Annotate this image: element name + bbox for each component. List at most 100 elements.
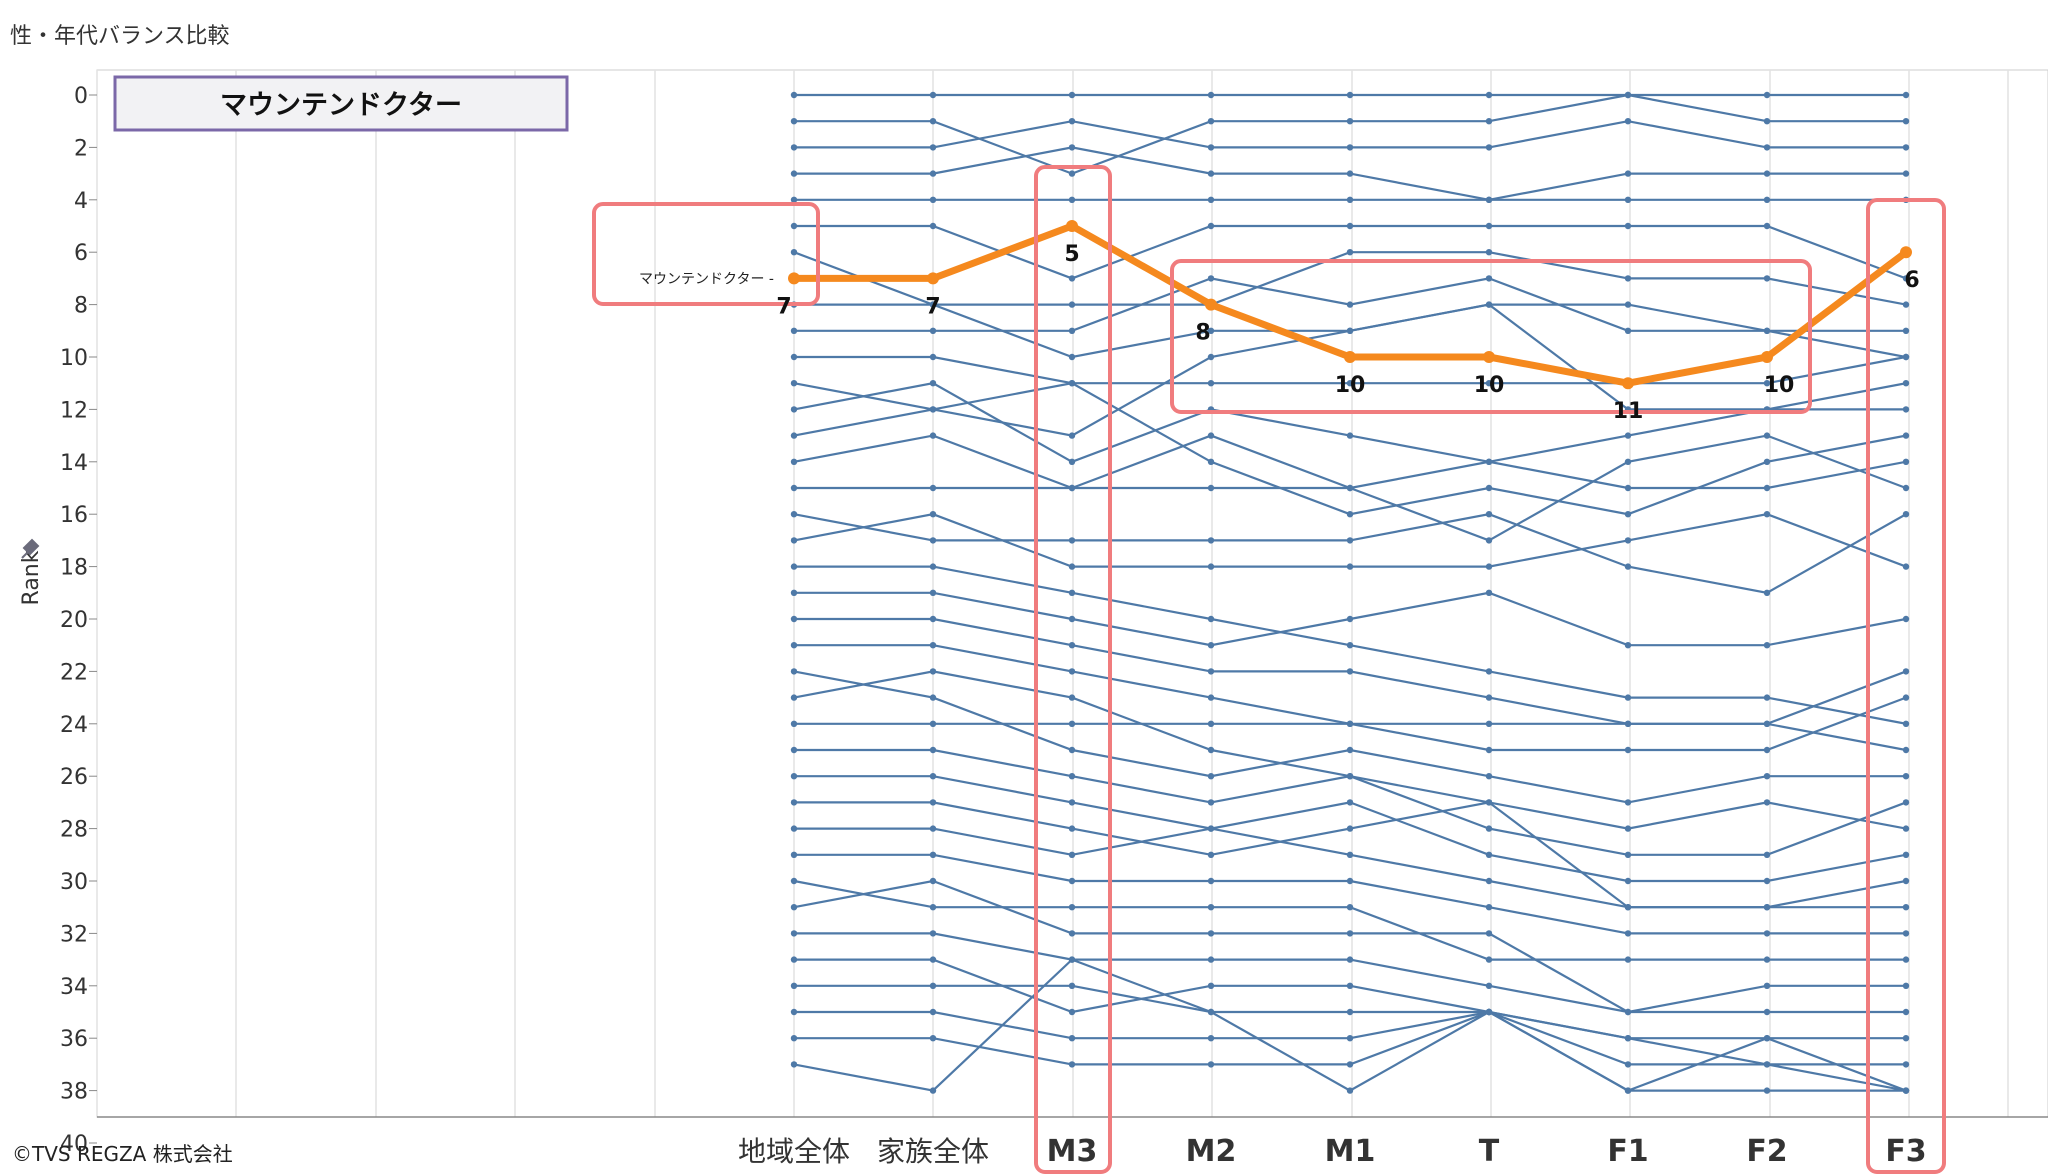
series-point[interactable] xyxy=(1624,170,1632,177)
series-point[interactable] xyxy=(1346,930,1354,937)
series-point[interactable] xyxy=(1068,799,1076,806)
series-point[interactable] xyxy=(1346,222,1354,230)
series-point[interactable] xyxy=(1346,982,1354,989)
series-point[interactable] xyxy=(1068,432,1076,439)
series-point[interactable] xyxy=(1624,825,1632,832)
highlight-point[interactable] xyxy=(1622,377,1634,390)
series-point[interactable] xyxy=(1485,1008,1493,1016)
series-point[interactable] xyxy=(1068,589,1076,596)
series-point[interactable] xyxy=(1763,694,1771,701)
series-point[interactable] xyxy=(790,982,798,989)
series-point[interactable] xyxy=(1624,877,1632,885)
series-point[interactable] xyxy=(929,432,937,439)
series-point[interactable] xyxy=(1624,484,1632,492)
series-point[interactable] xyxy=(790,773,798,780)
series-point[interactable] xyxy=(1346,773,1354,780)
series-point[interactable] xyxy=(1624,1061,1632,1068)
series-point[interactable] xyxy=(790,511,798,518)
series-point[interactable] xyxy=(790,746,798,754)
series-point[interactable] xyxy=(1902,563,1910,570)
series-point[interactable] xyxy=(1763,851,1771,858)
series-point[interactable] xyxy=(1068,1008,1076,1016)
series-point[interactable] xyxy=(1207,642,1215,649)
series-point[interactable] xyxy=(1207,904,1215,911)
series-point[interactable] xyxy=(1346,825,1354,832)
series-point[interactable] xyxy=(790,196,798,203)
series-point[interactable] xyxy=(1485,144,1493,151)
series-line[interactable] xyxy=(794,984,1906,1066)
series-line[interactable] xyxy=(794,1010,1907,1092)
highlight-point[interactable] xyxy=(927,272,939,285)
series-point[interactable] xyxy=(929,91,937,99)
series-line[interactable] xyxy=(793,879,1906,1014)
series-point[interactable] xyxy=(1207,615,1215,623)
series-point[interactable] xyxy=(929,773,937,780)
series-point[interactable] xyxy=(1485,746,1493,754)
series-point[interactable] xyxy=(1624,222,1632,230)
chart-title-box[interactable]: マウンテンドクター xyxy=(113,75,569,132)
series-point[interactable] xyxy=(1902,746,1910,754)
series-point[interactable] xyxy=(1763,432,1771,439)
series-line[interactable] xyxy=(794,93,1906,175)
series-point[interactable] xyxy=(1346,799,1354,806)
series-point[interactable] xyxy=(1068,668,1076,675)
series-point[interactable] xyxy=(1902,353,1910,361)
series-point[interactable] xyxy=(929,380,937,387)
series-point[interactable] xyxy=(1207,118,1215,125)
series-point[interactable] xyxy=(1068,353,1076,361)
series-point[interactable] xyxy=(1485,956,1493,963)
series-point[interactable] xyxy=(1207,746,1215,754)
series-point[interactable] xyxy=(1346,249,1354,256)
series-line[interactable] xyxy=(793,879,1906,961)
series-point[interactable] xyxy=(1763,327,1771,334)
series-point[interactable] xyxy=(1624,118,1632,125)
series-point[interactable] xyxy=(790,615,798,623)
series-point[interactable] xyxy=(929,1035,937,1042)
series-point[interactable] xyxy=(929,1087,937,1094)
series-line[interactable] xyxy=(793,958,1907,1092)
series-point[interactable] xyxy=(790,484,798,492)
series-point[interactable] xyxy=(929,642,937,649)
series-point[interactable] xyxy=(790,1061,798,1068)
highlight-point[interactable] xyxy=(1344,351,1356,363)
series-point[interactable] xyxy=(1207,144,1215,151)
series-point[interactable] xyxy=(1207,484,1215,492)
highlight-point[interactable] xyxy=(1483,351,1495,363)
series-point[interactable] xyxy=(790,118,798,125)
series-point[interactable] xyxy=(790,1035,798,1042)
series-point[interactable] xyxy=(1763,170,1771,177)
series-point[interactable] xyxy=(1207,773,1215,780)
series-point[interactable] xyxy=(1485,118,1493,125)
series-point[interactable] xyxy=(1207,694,1215,701)
series-point[interactable] xyxy=(929,720,937,727)
series-point[interactable] xyxy=(1624,511,1632,518)
series-point[interactable] xyxy=(1624,275,1632,282)
highlight-point[interactable] xyxy=(1066,220,1078,232)
series-point[interactable] xyxy=(1763,720,1771,727)
series-line[interactable] xyxy=(794,460,1907,490)
series-point[interactable] xyxy=(1068,1035,1076,1042)
series-point[interactable] xyxy=(1763,484,1771,492)
series-point[interactable] xyxy=(1624,537,1632,544)
series-point[interactable] xyxy=(929,563,937,570)
series-point[interactable] xyxy=(1207,170,1215,177)
series-point[interactable] xyxy=(929,170,937,177)
series-point[interactable] xyxy=(790,144,798,151)
series-point[interactable] xyxy=(1902,511,1910,518)
series-point[interactable] xyxy=(1346,432,1354,439)
series-point[interactable] xyxy=(929,825,937,832)
series-point[interactable] xyxy=(1624,720,1632,727)
series-point[interactable] xyxy=(790,380,798,387)
series-point[interactable] xyxy=(929,851,937,858)
series-point[interactable] xyxy=(1346,668,1354,675)
series-point[interactable] xyxy=(1763,458,1771,465)
series-point[interactable] xyxy=(1346,1008,1354,1016)
series-point[interactable] xyxy=(1763,904,1771,911)
series-point[interactable] xyxy=(1346,196,1354,203)
series-point[interactable] xyxy=(1624,1008,1632,1016)
series-point[interactable] xyxy=(929,589,937,596)
series-point[interactable] xyxy=(929,406,937,413)
series-point[interactable] xyxy=(929,956,937,963)
series-point[interactable] xyxy=(1207,1008,1215,1016)
series-line[interactable] xyxy=(794,827,1907,909)
